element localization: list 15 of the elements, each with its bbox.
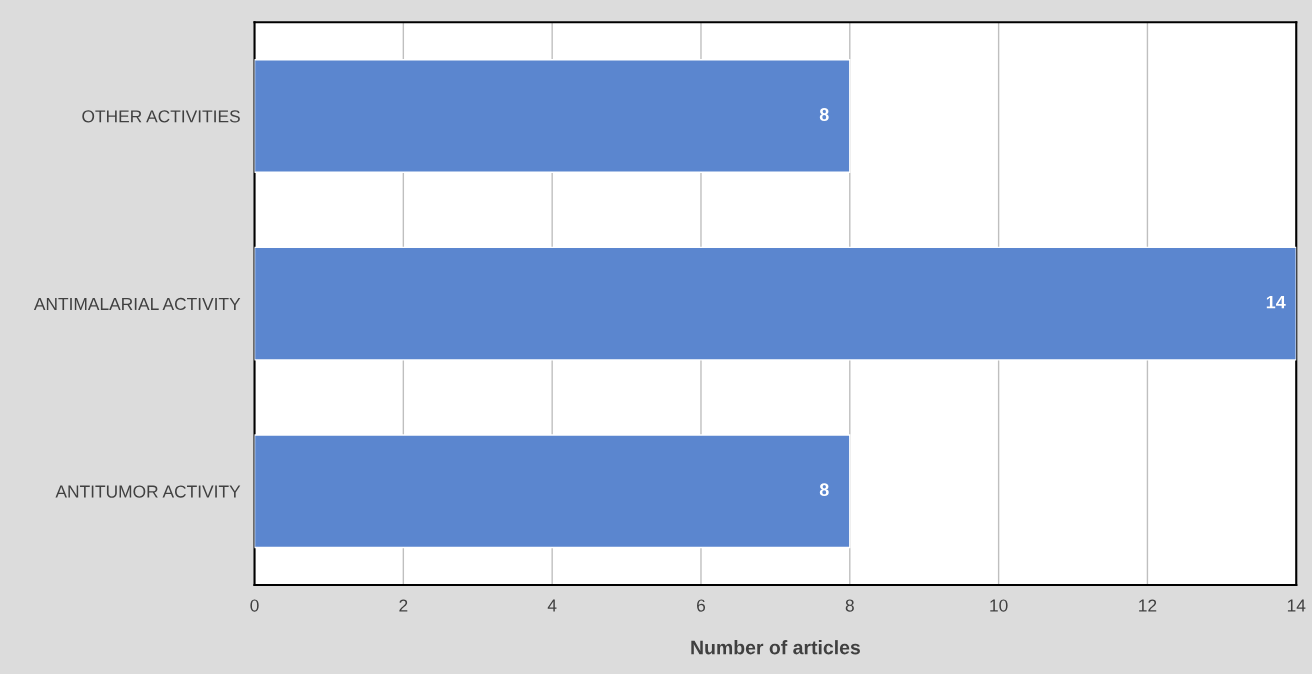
- x-tick-label: 12: [1139, 599, 1157, 612]
- data-label: 8: [819, 108, 829, 121]
- data-label: 8: [819, 483, 829, 497]
- data-label: 14: [1266, 295, 1286, 309]
- x-tick-label: 14: [1287, 599, 1306, 612]
- x-axis-title: Number of articles: [691, 640, 860, 655]
- y-tick-label: OTHER ACTIVITIES: [82, 110, 240, 123]
- x-tick-label: 0: [250, 599, 259, 612]
- x-tick-label: 10: [990, 599, 1008, 612]
- x-tick-label: 2: [399, 599, 408, 612]
- y-tick-label: ANTIMALARIAL ACTIVITY: [33, 297, 241, 311]
- x-tick-label: 4: [547, 599, 557, 612]
- x-tick-label: 6: [697, 599, 706, 612]
- x-tick-label: 8: [845, 599, 854, 612]
- y-tick-label: ANTITUMOR ACTIVITY: [55, 485, 241, 498]
